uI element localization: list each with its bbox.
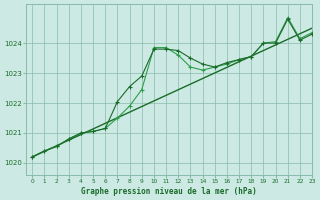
X-axis label: Graphe pression niveau de la mer (hPa): Graphe pression niveau de la mer (hPa) (81, 187, 257, 196)
